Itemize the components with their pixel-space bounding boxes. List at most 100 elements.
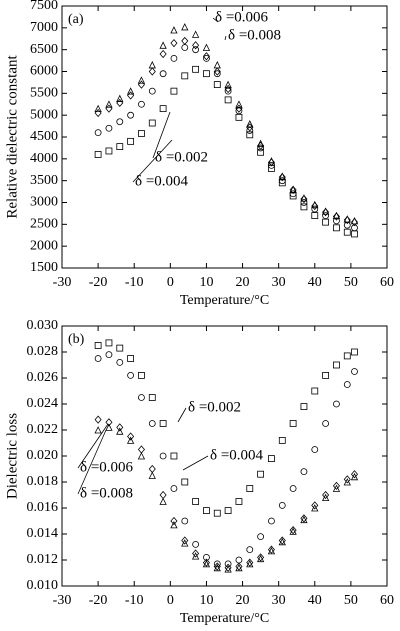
marker bbox=[235, 104, 243, 113]
marker bbox=[300, 199, 308, 206]
y-tick-label: 0.014 bbox=[27, 526, 59, 541]
marker bbox=[278, 179, 286, 187]
marker bbox=[170, 39, 178, 48]
marker bbox=[278, 172, 286, 180]
marker bbox=[94, 108, 102, 118]
marker bbox=[127, 137, 135, 145]
marker bbox=[148, 87, 156, 95]
marker bbox=[351, 348, 358, 356]
y-tick-label: 3000 bbox=[30, 195, 58, 210]
marker bbox=[116, 98, 124, 108]
x-tick-label: 40 bbox=[308, 593, 322, 608]
marker bbox=[300, 194, 308, 204]
label-arrow bbox=[177, 407, 187, 423]
marker bbox=[116, 143, 124, 151]
marker bbox=[181, 478, 189, 486]
marker bbox=[181, 23, 189, 31]
marker bbox=[213, 61, 221, 69]
marker bbox=[343, 478, 351, 486]
marker bbox=[126, 436, 135, 444]
y-tick-label: 6500 bbox=[30, 42, 58, 57]
marker bbox=[235, 563, 243, 572]
marker bbox=[191, 30, 200, 38]
marker bbox=[213, 509, 221, 517]
marker bbox=[278, 537, 286, 546]
marker bbox=[105, 100, 113, 108]
x-tick-label: 60 bbox=[380, 275, 394, 290]
marker bbox=[235, 107, 243, 115]
marker bbox=[343, 352, 351, 360]
marker bbox=[192, 549, 200, 558]
marker bbox=[94, 426, 102, 434]
series-label: δ =0.008 bbox=[228, 27, 281, 43]
marker bbox=[311, 504, 319, 512]
marker bbox=[181, 44, 189, 51]
marker bbox=[159, 452, 167, 460]
x-tick-label: 0 bbox=[167, 275, 174, 290]
marker bbox=[170, 55, 178, 62]
y-tick-label: 0.012 bbox=[27, 552, 59, 567]
marker bbox=[257, 148, 265, 156]
x-tick-label: 60 bbox=[380, 593, 394, 608]
x-tick-label: -30 bbox=[53, 275, 72, 290]
marker bbox=[213, 70, 221, 78]
y-tick-label: 0.010 bbox=[27, 578, 59, 593]
marker bbox=[202, 558, 210, 567]
y-tick-label: 5500 bbox=[30, 86, 58, 101]
marker bbox=[213, 560, 221, 568]
marker bbox=[246, 546, 254, 553]
label-arrow bbox=[224, 35, 227, 41]
marker bbox=[105, 339, 113, 347]
y-tick-label: 0.018 bbox=[27, 474, 59, 489]
y-tick-label: 3500 bbox=[30, 173, 58, 188]
marker bbox=[170, 452, 178, 460]
marker bbox=[181, 539, 189, 547]
marker bbox=[105, 423, 113, 431]
marker bbox=[94, 355, 102, 362]
marker bbox=[203, 507, 210, 515]
y-tick-label: 0.024 bbox=[27, 396, 59, 411]
label-arrow bbox=[77, 429, 107, 495]
y-axis-label: Relative dielectric constant bbox=[4, 55, 20, 219]
marker bbox=[127, 355, 135, 362]
x-axis-label: Temperature/°C bbox=[180, 611, 269, 626]
marker bbox=[181, 72, 189, 80]
marker bbox=[94, 129, 102, 137]
series-label: δ =0.004 bbox=[135, 173, 189, 189]
y-tick-label: 7500 bbox=[30, 0, 58, 13]
marker bbox=[224, 96, 232, 104]
marker bbox=[94, 151, 102, 158]
marker bbox=[224, 507, 232, 515]
marker bbox=[350, 470, 359, 479]
marker bbox=[351, 230, 358, 238]
marker bbox=[203, 55, 210, 62]
x-tick-label: 20 bbox=[236, 593, 250, 608]
marker bbox=[138, 394, 145, 401]
marker bbox=[116, 423, 124, 432]
plot-frame bbox=[61, 5, 388, 269]
marker bbox=[322, 490, 330, 500]
marker bbox=[202, 43, 211, 51]
marker bbox=[213, 563, 221, 572]
label-arrow bbox=[212, 17, 219, 23]
marker bbox=[192, 46, 200, 54]
marker bbox=[138, 371, 145, 379]
marker bbox=[289, 527, 297, 535]
marker bbox=[322, 207, 330, 217]
x-tick-label: -20 bbox=[89, 593, 108, 608]
marker bbox=[322, 420, 330, 427]
marker bbox=[170, 485, 178, 492]
marker bbox=[350, 472, 359, 481]
marker bbox=[138, 130, 145, 137]
marker bbox=[289, 192, 297, 200]
marker bbox=[94, 342, 102, 349]
x-tick-label: 0 bbox=[167, 593, 174, 608]
y-tick-label: 2000 bbox=[30, 238, 58, 253]
x-axis-label: Temperature/°C bbox=[180, 293, 269, 308]
y-tick-label: 0.026 bbox=[27, 370, 59, 385]
y-tick-label: 0.020 bbox=[27, 448, 59, 463]
marker bbox=[322, 371, 330, 379]
series-label: δ =0.006 bbox=[80, 459, 134, 475]
y-tick-label: 7000 bbox=[30, 20, 58, 35]
